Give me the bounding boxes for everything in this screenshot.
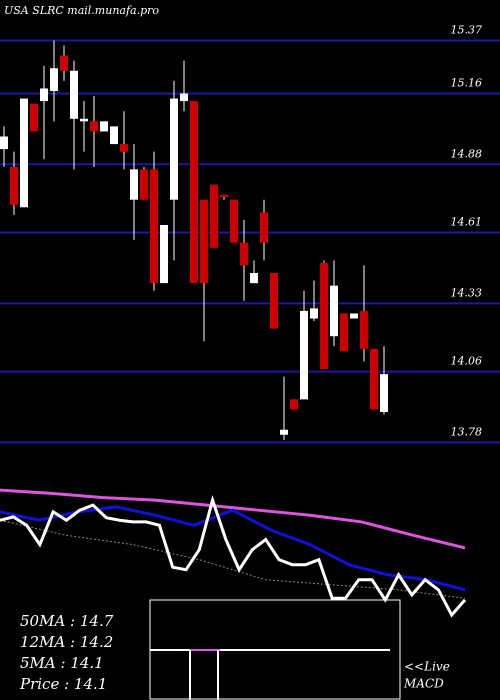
y-tick-label: 15.16: [451, 77, 483, 90]
candle-body: [210, 184, 218, 248]
candle-body: [260, 212, 268, 243]
candle-body: [340, 313, 348, 352]
legend-text: 12MA : 14.2: [20, 633, 113, 651]
candle-body: [230, 199, 238, 243]
candle-body: [220, 194, 228, 198]
y-tick-label: 15.37: [451, 23, 483, 36]
candle-body: [240, 242, 248, 266]
candle-body: [70, 70, 78, 119]
candle-body: [190, 101, 198, 284]
candle-body: [150, 169, 158, 284]
candle-body: [330, 285, 338, 337]
candle-body: [360, 310, 368, 349]
candle-body: [10, 166, 18, 205]
y-tick-label: 14.88: [451, 147, 483, 160]
legend-text: Price : 14.1: [19, 675, 107, 693]
candle-body: [140, 169, 148, 200]
candle-body: [40, 88, 48, 102]
candle-body: [380, 374, 388, 413]
candle-body: [180, 93, 188, 102]
candle-body: [310, 308, 318, 319]
candle-body: [20, 98, 28, 208]
candle-body: [200, 199, 208, 284]
y-tick-label: 14.61: [451, 216, 483, 229]
candle-body: [250, 273, 258, 284]
candle-body: [90, 121, 98, 132]
candle-body: [370, 348, 378, 410]
candle-body: [50, 68, 58, 91]
candle-body: [350, 313, 358, 319]
y-tick-label: 14.06: [451, 355, 483, 368]
candle-body: [160, 224, 168, 284]
candle-body: [100, 121, 108, 132]
candle-body: [80, 118, 88, 122]
chart-title: USA SLRC mail.munafa.pro: [4, 4, 159, 17]
candle-body: [30, 103, 38, 132]
candle-body: [280, 429, 288, 435]
ma-line: [0, 494, 467, 618]
candle-body: [120, 144, 128, 152]
candle-body: [130, 169, 138, 200]
legend-text: 5MA : 14.1: [20, 654, 104, 672]
candle-body: [290, 399, 298, 410]
annotation: <<Live: [404, 660, 450, 674]
ma-line: [0, 488, 466, 550]
annotation: MACD: [403, 677, 444, 691]
candle-body: [0, 136, 8, 150]
candle-body: [170, 98, 178, 200]
legend-text: 50MA : 14.7: [20, 612, 114, 630]
candle-body: [270, 273, 278, 329]
y-tick-label: 14.33: [451, 286, 483, 299]
candle-body: [110, 126, 118, 145]
candle-body: [300, 310, 308, 400]
candle-body: [320, 262, 328, 370]
y-tick-label: 13.78: [451, 425, 483, 438]
candle-body: [60, 55, 68, 71]
